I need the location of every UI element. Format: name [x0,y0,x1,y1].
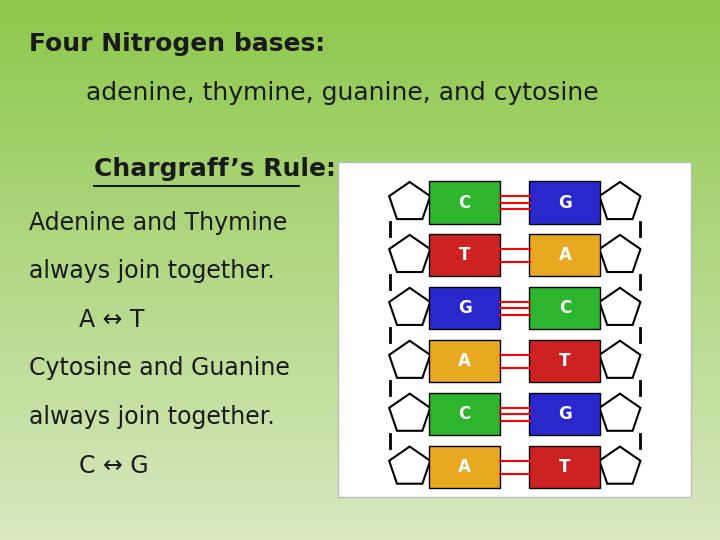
Text: always join together.: always join together. [29,259,274,283]
FancyBboxPatch shape [429,340,500,382]
Polygon shape [599,182,641,219]
Text: C ↔ G: C ↔ G [79,454,149,477]
Text: T: T [459,246,470,265]
Text: always join together.: always join together. [29,405,274,429]
Text: G: G [558,405,572,423]
Polygon shape [389,394,431,431]
Polygon shape [389,341,431,378]
Text: A: A [559,246,572,265]
FancyBboxPatch shape [529,234,600,276]
FancyBboxPatch shape [429,446,500,488]
Text: Four Nitrogen bases:: Four Nitrogen bases: [29,32,325,56]
Text: T: T [559,352,570,370]
Text: C: C [459,405,471,423]
Polygon shape [389,288,431,325]
FancyBboxPatch shape [429,234,500,276]
Text: C: C [559,299,571,318]
Polygon shape [599,235,641,272]
FancyBboxPatch shape [529,340,600,382]
FancyBboxPatch shape [529,287,600,329]
Polygon shape [389,182,431,219]
Text: A ↔ T: A ↔ T [79,308,145,332]
Text: G: G [558,193,572,212]
Text: A: A [458,352,471,370]
Text: A: A [458,458,471,476]
Polygon shape [599,288,641,325]
Text: C: C [459,193,471,212]
Polygon shape [599,341,641,378]
FancyBboxPatch shape [338,162,691,497]
FancyBboxPatch shape [429,393,500,435]
Text: Adenine and Thymine: Adenine and Thymine [29,211,287,234]
FancyBboxPatch shape [429,287,500,329]
Text: adenine, thymine, guanine, and cytosine: adenine, thymine, guanine, and cytosine [86,81,599,105]
Text: T: T [559,458,570,476]
FancyBboxPatch shape [429,181,500,224]
FancyBboxPatch shape [529,393,600,435]
Polygon shape [389,447,431,484]
Polygon shape [599,447,641,484]
Text: Cytosine and Guanine: Cytosine and Guanine [29,356,289,380]
Polygon shape [389,235,431,272]
Text: G: G [458,299,472,318]
FancyBboxPatch shape [529,446,600,488]
Polygon shape [599,394,641,431]
FancyBboxPatch shape [529,181,600,224]
Text: Chargraff’s Rule:: Chargraff’s Rule: [94,157,336,180]
